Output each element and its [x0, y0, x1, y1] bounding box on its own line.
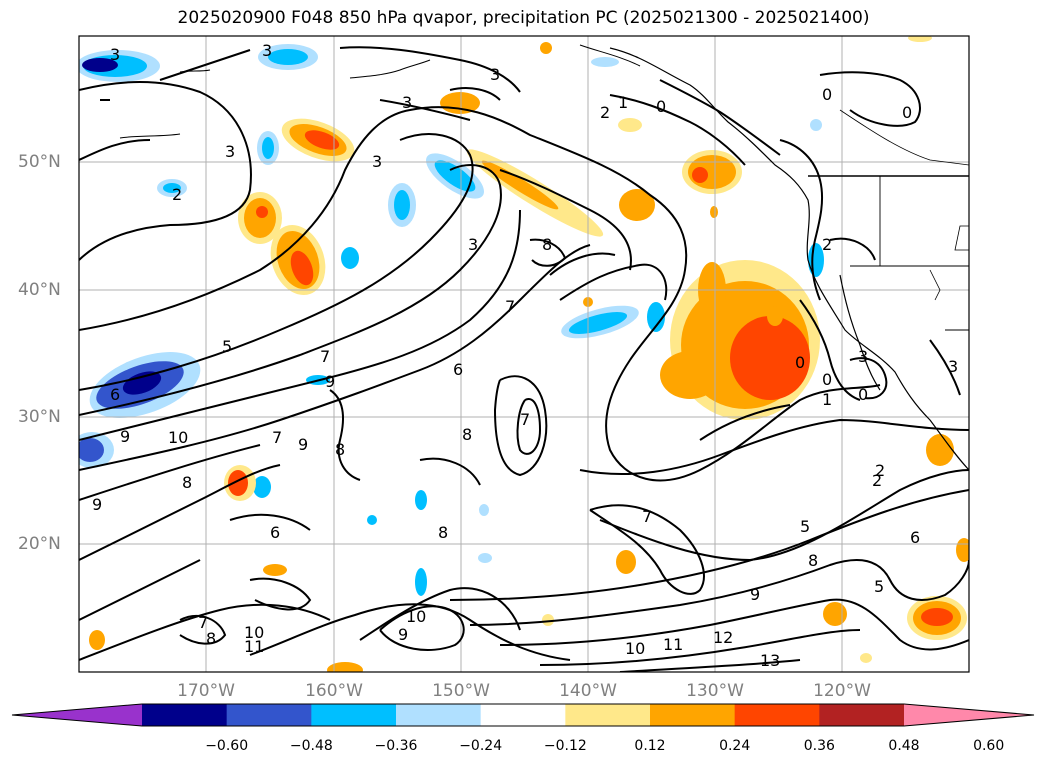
colorbar-tick-label: −0.48: [289, 738, 333, 754]
contour-label: 2: [872, 471, 882, 490]
contour-label: 11: [244, 637, 264, 656]
colorbar-segment: [396, 704, 482, 726]
colorbar: [11, 703, 1035, 727]
contour-label: 8: [182, 473, 192, 492]
contour-label: 7: [642, 507, 652, 526]
lon-label-150w: 150°W: [432, 681, 490, 701]
colorbar-segment: [142, 704, 228, 726]
contour-label: 3: [490, 65, 500, 84]
contour-label: 3: [468, 235, 478, 254]
contour-label: 9: [398, 625, 408, 644]
colorbar-tick-label: 0.24: [719, 738, 751, 754]
colorbar-segment: [734, 704, 820, 726]
contour-label: 0: [656, 97, 666, 116]
contour-label: 7: [198, 613, 208, 632]
contour-label: 3: [262, 41, 272, 60]
lat-label-30n: 30°N: [18, 407, 61, 427]
contour-label: 2: [172, 185, 182, 204]
colorbar-segment: [650, 704, 736, 726]
contour-label: 8: [462, 425, 472, 444]
colorbar-segment: [819, 704, 905, 726]
lat-label-40n: 40°N: [18, 280, 61, 300]
contour-label: 0: [902, 103, 912, 122]
contour-label: 8: [206, 629, 216, 648]
contour-label: 3: [948, 357, 958, 376]
contour-label: 5: [874, 577, 884, 596]
colorbar-tick-label: 0.48: [888, 738, 920, 754]
lat-label-20n: 20°N: [18, 534, 61, 554]
colorbar-tick-label: −0.60: [205, 738, 249, 754]
map-frame: [78, 35, 970, 673]
contour-label: 0: [858, 385, 868, 404]
contour-label: 8: [335, 440, 345, 459]
lon-label-140w: 140°W: [559, 681, 617, 701]
contour-label: 8: [438, 523, 448, 542]
contour-label: 6: [110, 385, 120, 404]
contour-label: 1: [618, 93, 628, 112]
qvapor-contours: [79, 46, 969, 672]
contour-label: 10: [244, 623, 264, 642]
lon-label-130w: 130°W: [686, 681, 744, 701]
colorbar-segment: [565, 704, 651, 726]
contour-label: 9: [325, 372, 335, 391]
map-plot-area: [79, 36, 969, 672]
contour-labels: 3 3 3 3 3 3 3 2 2 1 0 0 0 2 8 7 5 7 9 6 …: [92, 41, 958, 670]
colorbar-extend-low: [12, 704, 142, 726]
contour-label: 11: [663, 635, 683, 654]
colorbar-segment: [311, 704, 397, 726]
contour-label: 9: [92, 495, 102, 514]
contour-label: 6: [270, 523, 280, 542]
lat-label-50n: 50°N: [18, 152, 61, 172]
contour-label: 12: [713, 628, 733, 647]
contour-label: 13: [760, 651, 780, 670]
contour-label: 0: [822, 370, 832, 389]
colorbar-tick-label: −0.12: [543, 738, 587, 754]
colorbar-tick-label: 0.36: [803, 738, 835, 754]
colorbar-tick-label: −0.24: [459, 738, 503, 754]
colorbar-extend-high: [904, 704, 1034, 726]
contour-label: 3: [858, 347, 868, 366]
colorbar-tick-label: −0.36: [374, 738, 418, 754]
contour-label: 10: [168, 428, 188, 447]
graticule: [79, 36, 969, 672]
colorbar-tick-label: 0.12: [634, 738, 666, 754]
contour-label: 5: [222, 337, 232, 356]
contour-label: 7: [272, 428, 282, 447]
map-title: 2025020900 F048 850 hPa qvapor, precipit…: [177, 8, 870, 28]
contour-label: 5: [800, 517, 810, 536]
contour-label: 6: [910, 528, 920, 547]
contour-label: 7: [505, 297, 515, 316]
contour-label: 3: [372, 152, 382, 171]
contour-label: 6: [453, 360, 463, 379]
contour-label: 3: [110, 45, 120, 64]
contour-label: 9: [298, 435, 308, 454]
contour-label: 2: [600, 103, 610, 122]
lon-label-170w: 170°W: [177, 681, 235, 701]
colorbar-tick-label: 0.60: [973, 738, 1005, 754]
contour-label: 8: [808, 551, 818, 570]
contour-label: 7: [320, 347, 330, 366]
contour-label: 2: [822, 235, 832, 254]
colorbar-segment: [480, 704, 566, 726]
contour-label: 7: [520, 410, 530, 429]
lon-label-120w: 120°W: [813, 681, 871, 701]
contour-label: 9: [750, 585, 760, 604]
contour-label: 0: [822, 85, 832, 104]
colorbar-outline: [11, 703, 1035, 727]
lon-label-160w: 160°W: [305, 681, 363, 701]
contour-label: 10: [406, 607, 426, 626]
contour-label: 0: [795, 353, 805, 372]
contour-label: 9: [120, 427, 130, 446]
colorbar-segment: [226, 704, 312, 726]
contour-label: 3: [225, 142, 235, 161]
contour-label: 1: [822, 390, 832, 409]
contour-label: 2: [875, 461, 885, 480]
contour-label: 8: [542, 235, 552, 254]
contour-label: 10: [625, 639, 645, 658]
contour-label: 3: [402, 93, 412, 112]
precip-negative-shading: [79, 44, 824, 596]
